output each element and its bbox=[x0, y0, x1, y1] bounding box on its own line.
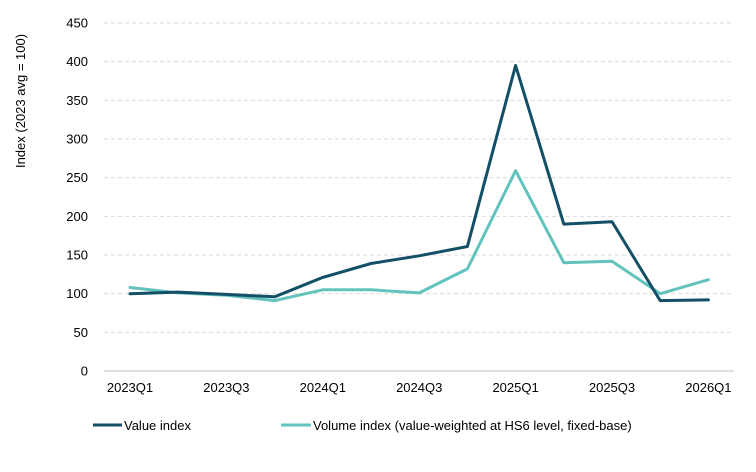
y-tick-label: 150 bbox=[66, 248, 88, 263]
legend-label-volume-index: Volume index (value-weighted at HS6 leve… bbox=[313, 418, 632, 433]
gridlines bbox=[104, 22, 734, 333]
y-tick-label: 50 bbox=[74, 325, 88, 340]
y-axis-title: Index (2023 avg = 100) bbox=[13, 34, 28, 168]
x-tick-label: 2025Q3 bbox=[589, 380, 635, 395]
y-tick-label: 200 bbox=[66, 209, 88, 224]
x-tick-label: 2023Q1 bbox=[107, 380, 153, 395]
y-tick-label: 300 bbox=[66, 132, 88, 147]
legend-label-value-index: Value index bbox=[124, 418, 191, 433]
y-tick-label: 350 bbox=[66, 93, 88, 108]
x-tick-label: 2025Q1 bbox=[492, 380, 538, 395]
x-axis-ticks: 2023Q1 2023Q3 2024Q1 2024Q3 2025Q1 2025Q3 2026… bbox=[107, 380, 732, 395]
y-tick-label: 450 bbox=[66, 16, 88, 31]
y-axis-ticks: 0 50 100 150 200 250 300 350 400 450 bbox=[66, 16, 88, 379]
y-tick-label: 100 bbox=[66, 286, 88, 301]
series-line-value-index bbox=[128, 64, 710, 303]
x-tick-label: 2026Q1 bbox=[685, 380, 731, 395]
y-tick-label: 0 bbox=[81, 364, 88, 379]
y-tick-label: 250 bbox=[66, 170, 88, 185]
y-tick-label: 400 bbox=[66, 54, 88, 69]
legend: Value index Volume index (value-weighted… bbox=[93, 418, 632, 433]
series-group bbox=[128, 64, 710, 303]
x-tick-label: 2024Q3 bbox=[396, 380, 442, 395]
x-tick-label: 2023Q3 bbox=[203, 380, 249, 395]
x-tick-label: 2024Q1 bbox=[300, 380, 346, 395]
